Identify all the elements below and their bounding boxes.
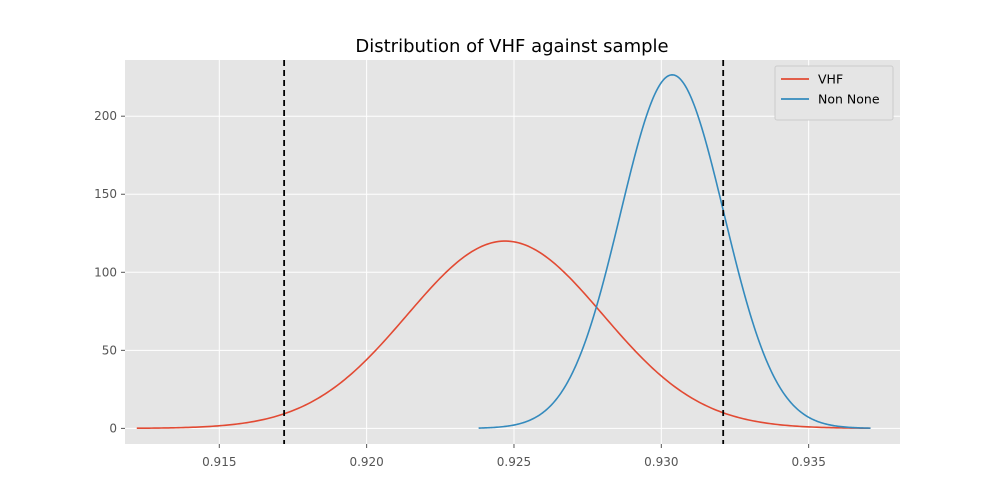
legend: VHF Non None [774, 65, 894, 121]
x-tick-label: 0.935 [791, 455, 825, 469]
reference-lines [283, 60, 725, 444]
y-tick-label: 50 [102, 343, 117, 357]
legend-label: VHF [818, 72, 843, 87]
y-tick-label: 150 [94, 187, 117, 201]
series-group [136, 74, 871, 430]
x-tick-label: 0.915 [202, 455, 236, 469]
y-tick-label: 100 [94, 265, 117, 279]
grid [125, 60, 900, 444]
x-tick-label: 0.930 [644, 455, 678, 469]
y-tick-label: 200 [94, 109, 117, 123]
x-tick-label: 0.925 [497, 455, 531, 469]
series-line-non-none [478, 74, 871, 429]
y-axis: 0 50 100 150 200 [94, 109, 125, 435]
y-tick-label: 0 [109, 421, 117, 435]
x-tick-label: 0.920 [349, 455, 383, 469]
chart-title: Distribution of VHF against sample [355, 36, 668, 57]
legend-label: Non None [818, 92, 880, 107]
x-axis: 0.915 0.920 0.925 0.930 0.935 [202, 444, 826, 469]
series-line-vhf [136, 240, 871, 430]
plot-area [125, 60, 900, 444]
